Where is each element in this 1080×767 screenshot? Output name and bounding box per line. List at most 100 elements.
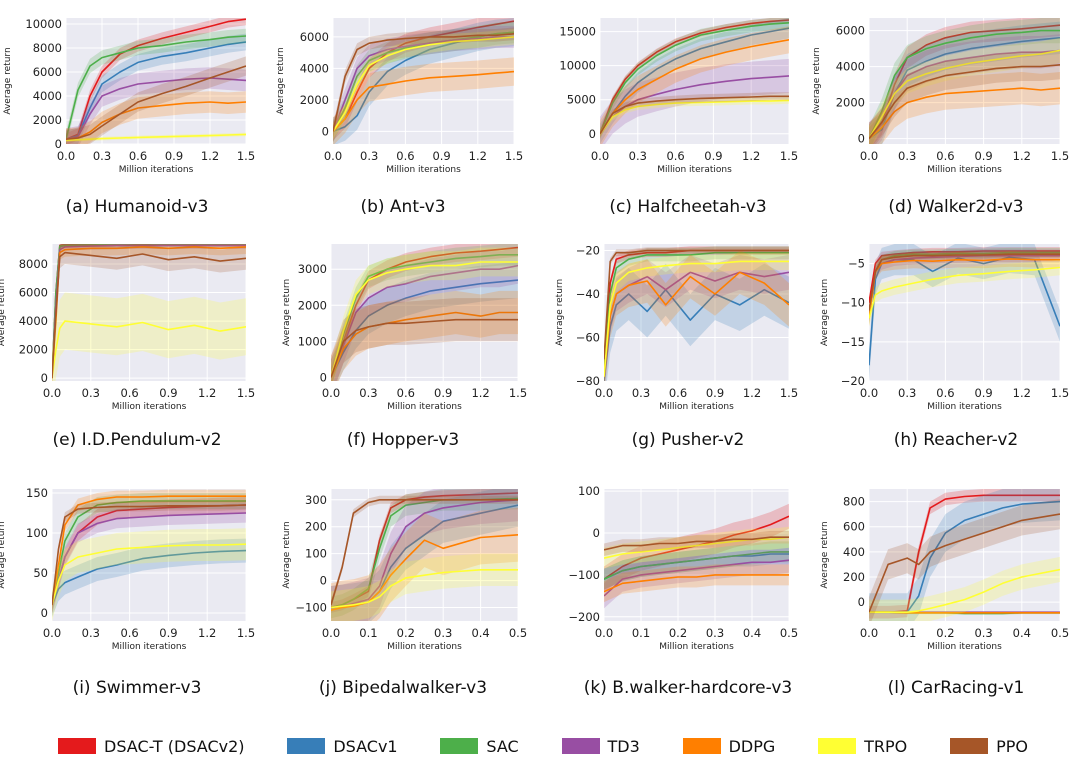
y-axis-label: Average return — [820, 279, 830, 346]
band-sac — [600, 18, 789, 140]
panel-11: −200 −100 0 100 0.0 0.1 0.2 0.3 0.4 0.5 Million it… — [568, 484, 798, 698]
band-dsacv1 — [604, 263, 789, 381]
y-tick-label: −60 — [576, 331, 600, 345]
band-ppo — [600, 92, 789, 138]
series-line-ppo — [604, 536, 789, 551]
legend-item-dsacv1: DSACv1 — [287, 737, 398, 756]
series-line-ppo — [869, 513, 1060, 613]
x-tick-label: 0.6 — [936, 386, 954, 400]
series-line-ppo — [52, 251, 246, 379]
panel-caption: (f) Hopper-v3 — [347, 430, 459, 450]
panel-caption: (k) B.walker-hardcore-v3 — [584, 678, 792, 698]
y-axis-label: Average return — [282, 521, 292, 588]
y-tick-label: 0 — [858, 595, 865, 609]
series-line-td3 — [600, 75, 789, 135]
x-tick-label: 0.2 — [669, 626, 687, 640]
band-dsacv1 — [869, 489, 1060, 621]
band-dsacv1 — [333, 18, 514, 144]
x-tick-label: 0.0 — [860, 626, 878, 640]
legend-item-td3: TD3 — [561, 737, 640, 756]
panel-2: 0 2000 4000 6000 0.0 0.3 0.6 0.9 1.2 1.5 Million i… — [276, 18, 523, 217]
x-tick-label: 0.3 — [359, 386, 377, 400]
series-line-sac — [604, 551, 789, 580]
x-tick-label: 0.0 — [860, 386, 878, 400]
band-ppo — [52, 500, 246, 610]
band-ddpg — [600, 26, 789, 144]
band-ddpg — [333, 57, 514, 144]
x-tick-label: 1.2 — [198, 386, 216, 400]
y-tick-label: 2000 — [33, 113, 62, 127]
x-axis-label: Million iterations — [387, 642, 462, 652]
series-line-trpo — [869, 568, 1060, 614]
series-line-sac — [66, 35, 246, 140]
y-tick-label: 0 — [322, 124, 329, 138]
panel-1: 0 2000 4000 6000 8000 10000 0.0 0.3 0.6 0.9 1.2 1.5… — [3, 17, 255, 217]
y-tick-label: 0 — [589, 127, 596, 141]
band-ppo — [604, 530, 789, 556]
x-tick-label: 0.0 — [57, 149, 75, 163]
y-tick-label: 150 — [26, 486, 48, 500]
x-tick-label: 1.2 — [198, 626, 216, 640]
x-tick-label: 0.3 — [82, 386, 100, 400]
x-tick-label: 1.2 — [743, 386, 761, 400]
band-trpo — [333, 29, 514, 140]
x-tick-label: 1.5 — [237, 626, 255, 640]
x-tick-label: 1.2 — [1013, 386, 1031, 400]
series-line-td3 — [869, 49, 1060, 140]
plot-area — [52, 244, 246, 381]
x-tick-label: 1.5 — [237, 149, 255, 163]
band-td3 — [331, 247, 518, 381]
x-tick-label: 1.2 — [742, 149, 760, 163]
y-tick-label: 0 — [41, 371, 48, 385]
band-ppo — [52, 244, 246, 381]
x-tick-label: 1.5 — [505, 149, 523, 163]
y-tick-label: 50 — [33, 566, 48, 580]
panel-6: 0 1000 2000 3000 0.0 0.3 0.6 0.9 1.2 1.5 Million i… — [282, 244, 527, 450]
y-tick-label: 10000 — [25, 17, 62, 31]
y-tick-label: 6000 — [300, 30, 329, 44]
legend-label: TRPO — [864, 736, 908, 756]
x-tick-label: 0.0 — [322, 626, 340, 640]
band-trpo — [869, 259, 1060, 327]
series-line-dsac-t-dsacv2 — [869, 250, 1060, 303]
band-ddpg — [331, 290, 518, 381]
series-line-ddpg — [604, 574, 789, 593]
series-line-trpo — [333, 36, 514, 132]
legend-label: DSAC-T (DSACv2) — [104, 736, 245, 756]
legend-swatch — [58, 738, 96, 754]
band-trpo — [869, 37, 1060, 144]
panel-8: −20 −15 −10 −5 0.0 0.3 0.6 0.9 1.2 1.5 Million ite… — [820, 244, 1069, 450]
x-tick-label: 0.3 — [434, 626, 452, 640]
y-tick-label: 8000 — [19, 257, 48, 271]
x-tick-label: 1.5 — [237, 386, 255, 400]
series-line-sac — [600, 22, 789, 135]
band-dsacv1 — [600, 18, 789, 144]
legend-item-ppo: PPO — [950, 737, 1028, 756]
x-tick-label: 0.1 — [632, 626, 650, 640]
y-tick-label: 200 — [843, 570, 865, 584]
panel-caption: (d) Walker2d-v3 — [888, 197, 1023, 217]
series-line-dsac-t-dsacv2 — [869, 494, 1060, 614]
y-tick-label: 0 — [55, 137, 62, 151]
x-tick-label: 0.2 — [936, 626, 954, 640]
y-tick-label: 4000 — [19, 314, 48, 328]
x-tick-label: 0.3 — [898, 386, 916, 400]
series-line-ppo — [331, 318, 518, 378]
y-tick-label: 3000 — [298, 262, 327, 276]
x-tick-label: 0.0 — [43, 386, 61, 400]
series-line-trpo — [604, 260, 789, 377]
series-line-dsac-t-dsacv2 — [66, 18, 246, 140]
x-tick-label: 0.9 — [432, 149, 450, 163]
band-td3 — [869, 34, 1060, 144]
plot-area — [869, 244, 1060, 381]
series-line-td3 — [331, 499, 518, 609]
y-tick-label: 8000 — [33, 41, 62, 55]
series-line-td3 — [66, 77, 246, 140]
x-tick-label: 0.4 — [1013, 626, 1031, 640]
band-sac — [869, 18, 1060, 144]
band-ddpg — [604, 250, 789, 381]
panel-caption: (a) Humanoid-v3 — [66, 197, 209, 217]
series-line-trpo — [869, 266, 1060, 319]
x-tick-label: 1.2 — [469, 149, 487, 163]
